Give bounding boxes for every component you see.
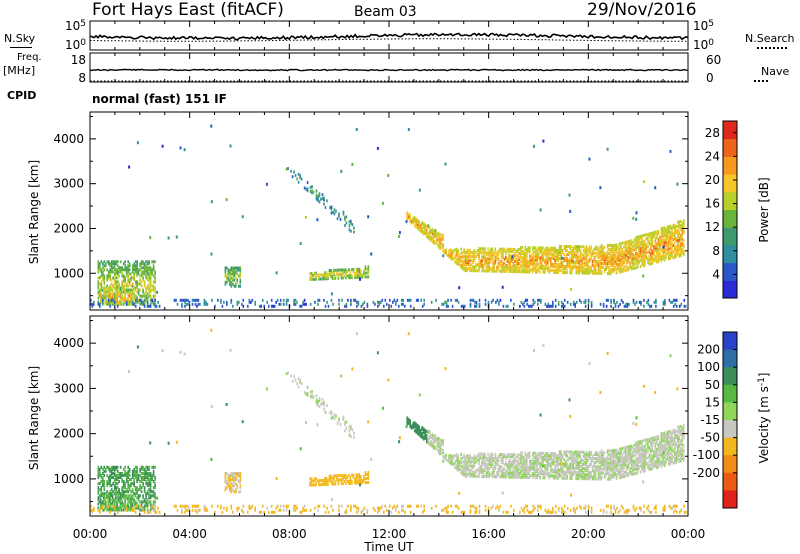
axis-ticks: 00:00 04:00 08:00 12:00 16:00 20:00 00:0010002… (53, 19, 721, 541)
power-colorbar-tick: 8 (712, 244, 720, 258)
power-colorbar-swatch (723, 244, 737, 264)
velocity-colorbar-swatch (723, 349, 737, 368)
velocity-colorbar-tick: 50 (705, 378, 720, 392)
velocity-ylabel: Slant Range [km] (27, 366, 41, 470)
power-colorbar-tick: 4 (712, 267, 720, 281)
power-y-tick-label: 2000 (53, 222, 84, 236)
velocity-colorbar-swatch (723, 455, 737, 474)
power-colorbar-swatch (723, 209, 737, 228)
time-axis-label: Time UT (363, 540, 414, 554)
velocity-colorbar-swatch (723, 472, 737, 491)
velocity-colorbar-swatch (723, 332, 737, 351)
velocity-colorbar-swatch (723, 437, 737, 456)
velocity-colorbar-tick: 100 (697, 360, 720, 374)
power-colorbar-swatch (723, 191, 737, 210)
power-ylabel: Slant Range [km] (27, 160, 41, 264)
velocity-colorbar-label: Velocity [m s-1] (757, 373, 771, 464)
velocity-scatter (90, 328, 687, 514)
velocity-colorbar-tick: 200 (697, 343, 720, 357)
power-colorbar-tick: 12 (705, 220, 720, 234)
power-y-tick-label: 4000 (53, 132, 84, 146)
freq-nave-tick-label: 18 (71, 53, 86, 67)
x-tick-label: 08:00 (272, 527, 307, 541)
power-colorbar-swatch (723, 138, 737, 157)
x-tick-label: 12:00 (372, 527, 407, 541)
noise-tick-label: 100 (65, 38, 86, 52)
station-title: Fort Hays East (fitACF) (92, 0, 284, 20)
velocity-colorbar-tick: -100 (693, 448, 720, 462)
date-title: 29/Nov/2016 (587, 0, 697, 20)
power-colorbar-tick: 28 (705, 126, 720, 140)
velocity-colorbar-tick: -15 (700, 413, 720, 427)
velocity-colorbar-tick: -50 (700, 431, 720, 445)
power-colorbar-swatch (723, 174, 737, 193)
power-scatter (90, 124, 687, 308)
x-tick-label: 00:00 (73, 527, 108, 541)
power-colorbar-swatch (723, 156, 737, 175)
freq-nave-tick-label: 0 (706, 71, 714, 85)
freq-unit-label: [MHz] (3, 64, 36, 77)
noise-tick-label: 105 (693, 19, 714, 33)
x-tick-label: 20:00 (571, 527, 606, 541)
velocity-colorbar-swatch (723, 367, 737, 386)
power-colorbar-tick: 16 (705, 197, 720, 211)
velocity-colorbar-swatch (723, 490, 737, 509)
beam-title: Beam 03 (354, 4, 417, 20)
power-colorbar-swatch (723, 121, 737, 140)
velocity-y-tick-label: 2000 (53, 427, 84, 441)
velocity-colorbar-tick: -200 (693, 466, 720, 480)
noise-tick-label: 105 (65, 19, 86, 33)
freq-label: Freq. (17, 52, 42, 63)
velocity-y-tick-label: 1000 (53, 472, 84, 486)
x-tick-label: 04:00 (172, 527, 207, 541)
noise-search-line (757, 47, 787, 49)
freq-nave-tick-label: 60 (706, 53, 721, 67)
noise-tick-label: 100 (693, 38, 714, 52)
x-tick-label: 16:00 (471, 527, 506, 541)
nave-label: Nave (761, 65, 790, 78)
velocity-y-tick-label: 3000 (53, 381, 84, 395)
noise-sky-line (10, 47, 32, 48)
x-tick-label: 00:00 (671, 527, 706, 541)
power-colorbar-swatch (723, 227, 737, 246)
power-y-tick-label: 1000 (53, 266, 84, 280)
noise-sky-label: N.Sky (4, 32, 36, 45)
noise-search-label: N.Search (745, 32, 795, 45)
power-y-tick-label: 3000 (53, 177, 84, 191)
power-colorbar-swatch (723, 280, 737, 299)
colorbars: 4 8 12 16 20 24 28 200 100 50 15 -15 -50 -100 -200 (693, 120, 738, 509)
cpid-label: CPID (7, 89, 37, 102)
freq-nave-tick-label: 8 (78, 71, 86, 85)
velocity-colorbar-tick: 15 (705, 395, 720, 409)
velocity-colorbar-swatch (723, 384, 737, 403)
power-colorbar-label: Power [dB] (757, 177, 771, 242)
nave-line (754, 80, 768, 82)
power-colorbar-swatch (723, 262, 737, 281)
velocity-y-tick-label: 4000 (53, 336, 84, 350)
velocity-colorbar-swatch (723, 402, 737, 421)
power-colorbar-tick: 24 (705, 149, 720, 163)
power-colorbar-tick: 20 (705, 173, 720, 187)
mode-label: normal (fast) 151 IF (92, 92, 227, 106)
velocity-colorbar-swatch (723, 420, 737, 439)
